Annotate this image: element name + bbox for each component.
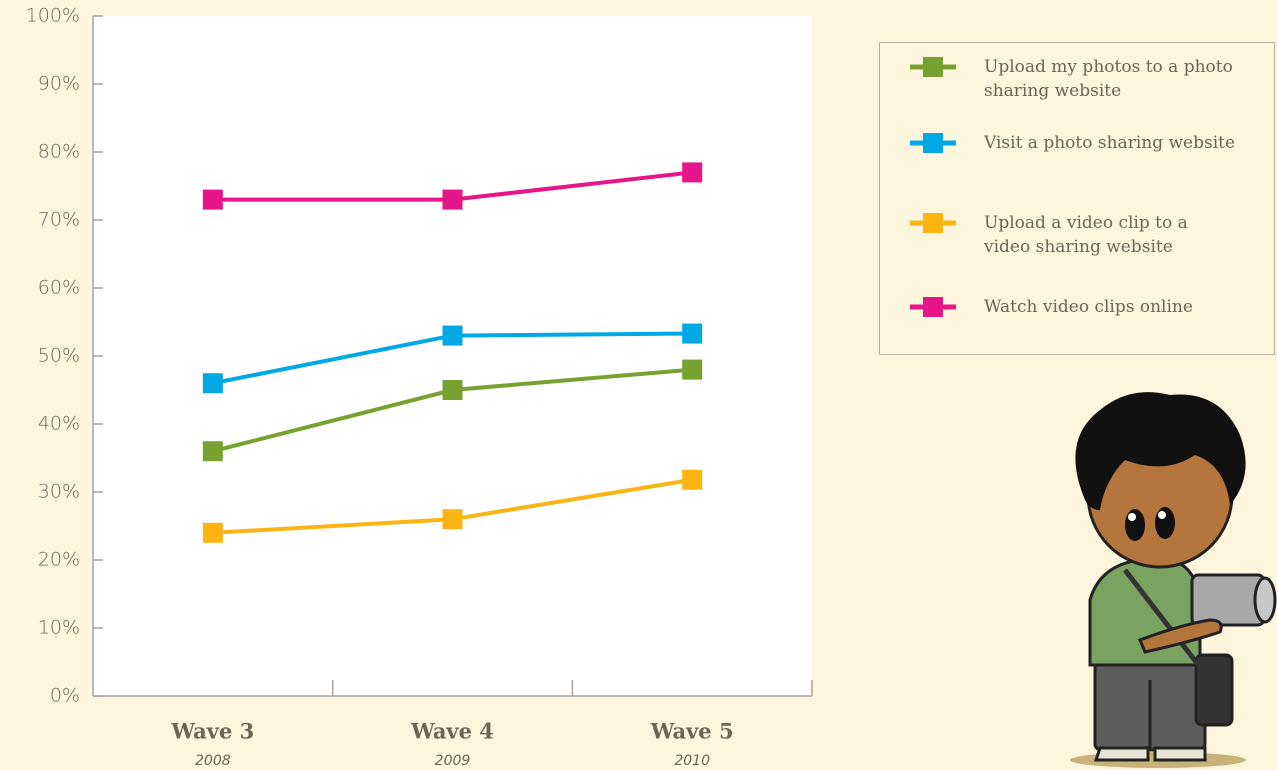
y-tick-label: 30% bbox=[38, 481, 80, 503]
point-marker bbox=[442, 509, 463, 530]
point-marker bbox=[682, 162, 703, 183]
legend: Upload my photos to a photo sharing webs… bbox=[879, 42, 1275, 355]
y-tick-label: 50% bbox=[38, 345, 80, 367]
y-tick-label: 90% bbox=[38, 73, 80, 95]
point-marker bbox=[682, 359, 703, 380]
point-marker bbox=[202, 373, 223, 394]
point-marker bbox=[202, 189, 223, 210]
legend-item: Watch video clips online bbox=[910, 295, 1239, 319]
y-tick-label: 10% bbox=[38, 617, 80, 639]
legend-label: Watch video clips online bbox=[984, 297, 1193, 317]
legend-item: Visit a photo sharing website bbox=[910, 131, 1239, 155]
y-tick-label: 40% bbox=[38, 413, 80, 435]
y-tick-label: 60% bbox=[38, 277, 80, 299]
point-marker bbox=[682, 323, 703, 344]
x-tick-label: Wave 3 bbox=[170, 719, 254, 744]
point-marker bbox=[202, 522, 223, 543]
plot-area bbox=[93, 16, 812, 696]
legend-marker bbox=[910, 297, 956, 317]
legend-marker bbox=[910, 57, 956, 77]
legend-label: Upload a video clip to a video sharing w… bbox=[984, 213, 1188, 257]
x-tick-sublabel: 2008 bbox=[195, 753, 231, 769]
legend-label: Upload my photos to a photo sharing webs… bbox=[984, 57, 1233, 101]
point-marker bbox=[442, 189, 463, 210]
point-marker bbox=[202, 441, 223, 462]
legend-item: Upload a video clip to a video sharing w… bbox=[910, 211, 1239, 259]
x-tick-sublabel: 2009 bbox=[435, 753, 471, 769]
point-marker bbox=[682, 469, 703, 490]
y-tick-label: 100% bbox=[26, 5, 80, 27]
legend-marker bbox=[910, 133, 956, 153]
point-marker bbox=[442, 325, 463, 346]
x-tick-sublabel: 2010 bbox=[674, 753, 710, 769]
illustration bbox=[1070, 392, 1277, 768]
x-tick-label: Wave 4 bbox=[410, 719, 494, 744]
y-tick-label: 80% bbox=[38, 141, 80, 163]
legend-marker bbox=[910, 213, 956, 233]
point-marker bbox=[442, 380, 463, 400]
legend-label: Visit a photo sharing website bbox=[984, 133, 1236, 153]
y-tick-label: 20% bbox=[38, 549, 80, 571]
legend-item: Upload my photos to a photo sharing webs… bbox=[910, 55, 1239, 103]
x-tick-label: Wave 5 bbox=[650, 719, 734, 744]
y-tick-label: 70% bbox=[38, 209, 80, 231]
y-tick-label: 0% bbox=[50, 685, 80, 707]
